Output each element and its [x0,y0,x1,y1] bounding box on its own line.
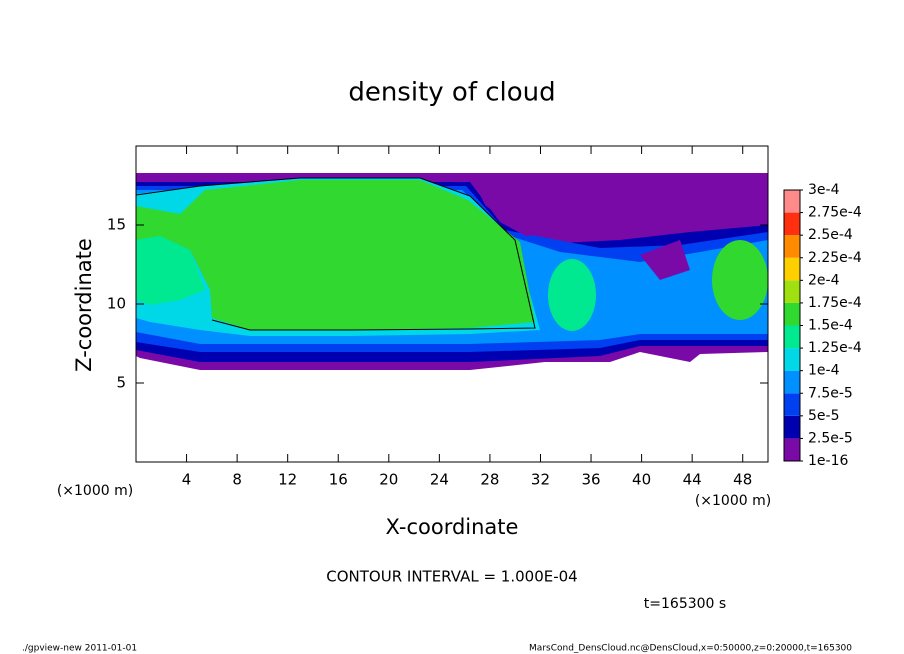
contour-field [136,173,768,370]
x-tick-label: 20 [379,471,398,489]
x-axis-label: X-coordinate [386,515,519,539]
colorbar-label: 7.5e-5 [808,385,853,401]
footer-right: MarsCond_DensCloud.nc@DensCloud,x=0:5000… [529,644,852,654]
colorbar-label: 1.5e-4 [808,318,853,334]
colorbar-band [784,280,800,303]
x-tick-label: 32 [531,471,550,489]
x-tick-label: 16 [329,471,348,489]
y-axis-label: Z-coordinate [72,238,96,372]
chart-title: density of cloud [348,78,555,108]
colorbar-label: 2.25e-4 [808,250,862,266]
x-tick-label: 44 [683,471,702,489]
x-tick-label: 48 [733,471,752,489]
colorbar-label: 2.75e-4 [808,205,862,221]
colorbar-label: 1e-4 [808,363,840,379]
x-tick-label: 12 [278,471,297,489]
colorbar-band [784,370,800,394]
colorbar-band [784,190,800,213]
x-tick-label: 28 [480,471,499,489]
x-tick-label: 8 [232,471,242,489]
colorbar-label: 1.25e-4 [808,340,862,356]
x-unit-label: (×1000 m) [57,483,133,499]
colorbar-band [784,302,800,326]
colorbar-label: 1e-16 [808,453,848,469]
colorbar-label: 3e-4 [808,182,840,198]
colorbar-band [784,348,800,371]
x-unit-label: (×1000 m) [695,493,771,509]
x-tick-label: 40 [632,471,651,489]
colorbar-band [784,325,800,349]
colorbar-band [784,393,800,416]
colorbar-label: 5e-5 [808,408,839,424]
y-tick-label: 15 [107,216,126,234]
y-tick-label: 5 [116,374,126,392]
colorbar-band [784,415,800,439]
x-tick-label: 4 [182,471,192,489]
colorbar-band [784,212,800,236]
footer-left: ./gpview-new 2011-01-01 [22,644,137,654]
colorbar-label: 2.5e-4 [808,227,853,243]
colorbar-label: 2e-4 [808,272,840,288]
colorbar-label: 1.75e-4 [808,295,862,311]
x-tick-label: 36 [581,471,600,489]
time-label: t=165300 s [644,596,726,612]
colorbar-band [784,438,800,461]
colorbar-band [784,235,800,258]
colorbar-band [784,257,800,281]
x-tick-label: 24 [430,471,449,489]
colorbar-label: 2.5e-5 [808,430,853,446]
contour-interval: CONTOUR INTERVAL = 1.000E-04 [326,568,577,586]
y-tick-label: 10 [107,295,126,313]
